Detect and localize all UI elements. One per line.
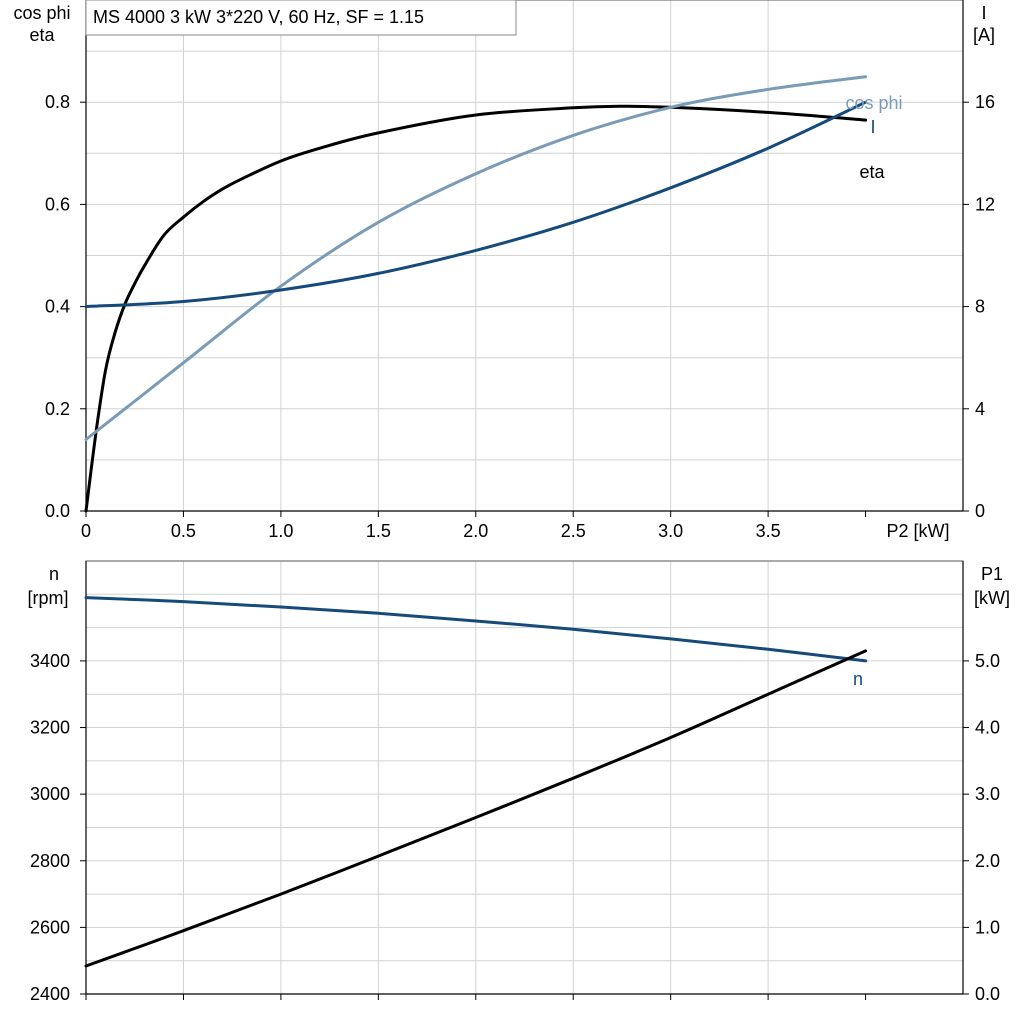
left-axis-label-n: n bbox=[49, 564, 59, 584]
left-y-tick-label: 3000 bbox=[30, 784, 70, 804]
x-axis-label-p2: P2 [kW] bbox=[886, 521, 949, 541]
x-tick-label: 0 bbox=[81, 521, 91, 541]
bottom-curves bbox=[84, 596, 868, 968]
left-y-tick-label: 0.8 bbox=[45, 92, 70, 112]
top-chart: 0 0.5 1.0 1.5 2.0 2.5 3.0 3.5 0.0 0.2 0.4 0.6 0.8 0 4 8… bbox=[13, 0, 995, 541]
top-ticks: 0 0.5 1.0 1.5 2.0 2.5 3.0 3.5 0.0 0.2 0.4 0.6 0.8 0 4 8… bbox=[45, 92, 995, 541]
right-axis-label-kw: [kW] bbox=[974, 588, 1010, 608]
right-axis-label-unit-a: [A] bbox=[973, 25, 995, 45]
bottom-curve-p1-power bbox=[84, 649, 868, 968]
left-y-tick-label: 0.6 bbox=[45, 194, 70, 214]
right-y-tick-label: 12 bbox=[975, 194, 995, 214]
left-y-tick-label: 3400 bbox=[30, 651, 70, 671]
x-tick-label: 1.5 bbox=[366, 521, 391, 541]
x-tick-label: 2.5 bbox=[561, 521, 586, 541]
left-y-tick-label: 3200 bbox=[30, 718, 70, 738]
x-tick-label: 3.0 bbox=[658, 521, 683, 541]
left-y-tick-label: 2800 bbox=[30, 851, 70, 871]
left-y-tick-label: 2400 bbox=[30, 984, 70, 1004]
right-y-tick-label: 16 bbox=[975, 92, 995, 112]
right-y-tick-label: 5.0 bbox=[975, 651, 1000, 671]
bottom-chart: 2400 2600 2800 3000 3200 3400 0.0 1.0 2.0 3.0 4.0 5… bbox=[27, 560, 1010, 1004]
right-y-tick-label: 3.0 bbox=[975, 784, 1000, 804]
left-axis-label-eta: eta bbox=[29, 25, 55, 45]
curve-label-i: I bbox=[870, 117, 875, 137]
left-y-tick-label: 0.0 bbox=[45, 501, 70, 521]
chart-title: MS 4000 3 kW 3*220 V, 60 Hz, SF = 1.15 bbox=[93, 7, 424, 27]
right-axis-label-i: I bbox=[981, 3, 986, 23]
top-curve-eta bbox=[84, 104, 868, 513]
left-axis-label-rpm: [rpm] bbox=[27, 588, 68, 608]
curve-label-n: n bbox=[853, 669, 863, 689]
x-tick-label: 2.0 bbox=[463, 521, 488, 541]
right-y-tick-label: 4.0 bbox=[975, 718, 1000, 738]
left-y-tick-label: 0.4 bbox=[45, 297, 70, 317]
top-curve-cos-phi bbox=[84, 75, 868, 441]
x-tick-label: 1.0 bbox=[268, 521, 293, 541]
left-y-tick-label: 2600 bbox=[30, 917, 70, 937]
left-axis-label-cos-phi: cos phi bbox=[13, 3, 70, 23]
top-curve-i bbox=[84, 100, 868, 309]
curve-label-cos-phi: cos phi bbox=[845, 93, 902, 113]
right-y-tick-label: 1.0 bbox=[975, 917, 1000, 937]
right-y-tick-label: 8 bbox=[975, 297, 985, 317]
top-curves bbox=[84, 75, 868, 513]
right-y-tick-label: 0.0 bbox=[975, 984, 1000, 1004]
bottom-ticks: 2400 2600 2800 3000 3200 3400 0.0 1.0 2.0 3.0 4.0 5… bbox=[30, 651, 1000, 1004]
title-box bbox=[85, 0, 517, 36]
right-y-tick-label: 2.0 bbox=[975, 851, 1000, 871]
top-grid bbox=[86, 0, 963, 511]
right-y-tick-label: 0 bbox=[975, 501, 985, 521]
right-axis-label-p1: P1 bbox=[981, 564, 1003, 584]
right-y-tick-label: 4 bbox=[975, 399, 985, 419]
left-y-tick-label: 0.2 bbox=[45, 399, 70, 419]
x-tick-label: 3.5 bbox=[756, 521, 781, 541]
curve-label-eta: eta bbox=[859, 162, 885, 182]
bottom-curve-n bbox=[84, 596, 868, 663]
x-tick-label: 0.5 bbox=[171, 521, 196, 541]
